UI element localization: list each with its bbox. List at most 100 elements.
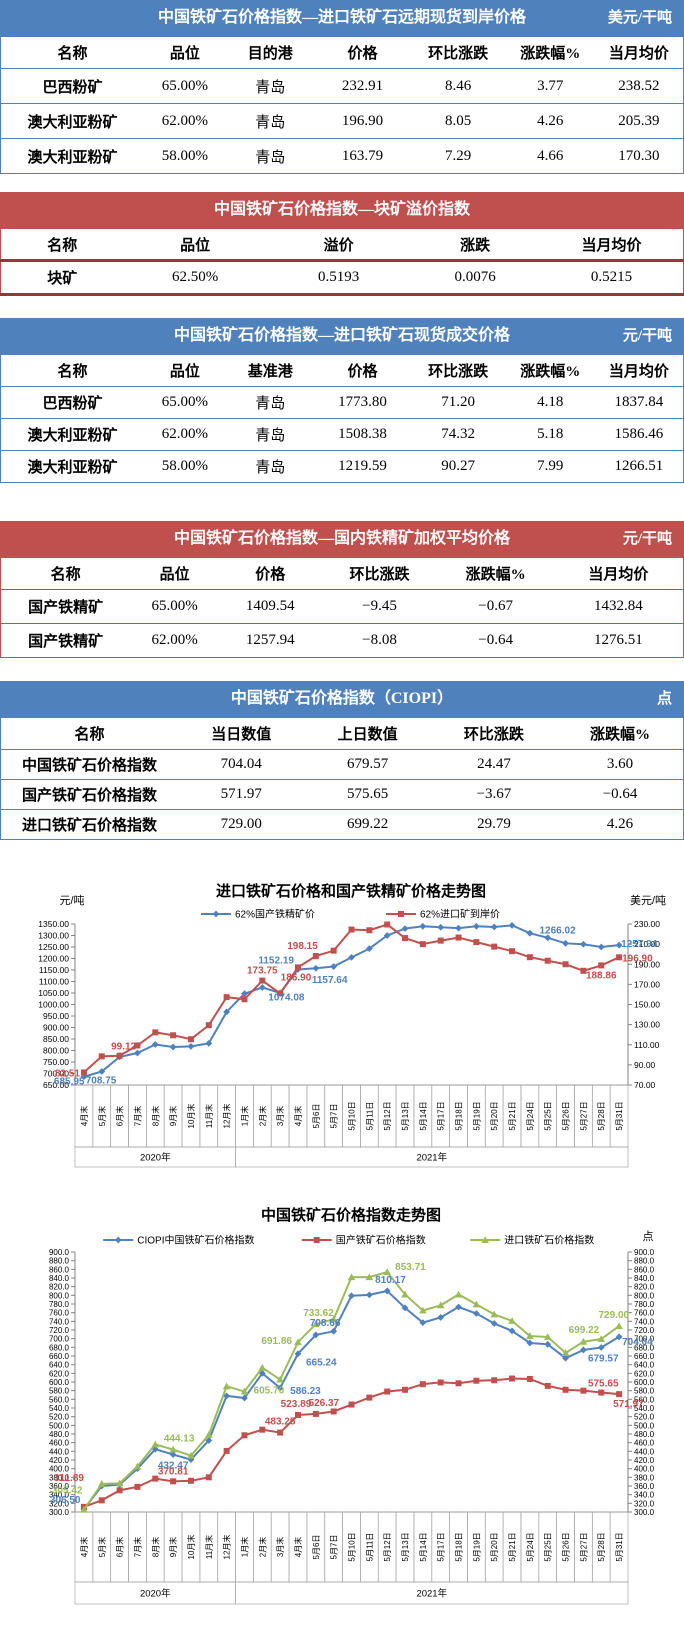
table: 名称 当日数值 上日数值 环比涨跌 涨跌幅% 中国铁矿石价格指数 704.04 679.57 2… xyxy=(0,717,684,840)
series-marker xyxy=(241,990,248,998)
cell: −0.67 xyxy=(437,589,554,624)
column-header: 当月均价 xyxy=(540,228,684,262)
category-label: 5月28日 xyxy=(597,1532,606,1561)
series-marker xyxy=(114,1236,122,1244)
data-label: 173.75 xyxy=(247,966,278,977)
column-header: 名称 xyxy=(0,717,179,750)
column-header: 环比涨跌 xyxy=(410,354,506,387)
data-label: 571.97 xyxy=(613,1399,644,1410)
header-row: 名称 品位 价格 环比涨跌 涨跌幅% 当月均价 xyxy=(0,557,684,590)
series-marker xyxy=(481,1236,490,1243)
series-marker xyxy=(80,1069,87,1076)
data-label: 1266.02 xyxy=(539,925,576,936)
series-marker xyxy=(580,1346,587,1354)
series-marker xyxy=(170,1032,177,1039)
right-tick-label: 860.0 xyxy=(634,1265,655,1274)
column-header: 价格 xyxy=(314,36,411,69)
series-marker xyxy=(526,929,534,937)
table-title-bar: 中国铁矿石价格指数—进口铁矿石现货成交价格 元/干吨 xyxy=(0,318,684,354)
right-axis-unit: 美元/吨 xyxy=(630,894,666,907)
data-label: 1257.94 xyxy=(621,939,658,950)
right-tick-label: 500.0 xyxy=(634,1421,655,1430)
series-marker xyxy=(313,1237,320,1243)
table-title-bar: 中国铁矿石价格指数—国内铁精矿加权平均价格 元/干吨 xyxy=(0,521,684,557)
data-label: 575.65 xyxy=(588,1379,619,1390)
left-tick-label: 500.0 xyxy=(49,1421,70,1430)
series-marker xyxy=(437,1379,444,1386)
cell: 163.79 xyxy=(341,147,384,164)
series-marker xyxy=(98,1497,105,1504)
series-marker xyxy=(205,1022,212,1029)
left-tick-label: 540.0 xyxy=(49,1404,70,1413)
series-marker xyxy=(294,1338,302,1346)
table-row: 澳大利亚粉矿 58.00% 青岛 163.79 7.29 4.66 170.30 xyxy=(1,139,684,174)
category-label: 5月11日 xyxy=(365,1533,374,1562)
table-title: 中国铁矿石价格指数（CIOPI） xyxy=(230,690,454,707)
data-label: 708.66 xyxy=(310,1318,341,1329)
series-marker xyxy=(366,1394,373,1401)
left-tick-label: 440.0 xyxy=(49,1447,70,1456)
category-label: 5月19日 xyxy=(472,1532,481,1561)
series-marker xyxy=(615,1333,623,1341)
left-tick-label: 860.0 xyxy=(49,1265,70,1274)
series-marker xyxy=(187,1042,195,1050)
table: 名称 品位 目的港 价格 环比涨跌 涨跌幅% 当月均价 巴西粉矿 65.00% 青岛 232.91 8… xyxy=(0,36,684,174)
legend-label: 62%国产铁精矿价 xyxy=(235,908,315,921)
right-tick-label: 90.00 xyxy=(634,1060,656,1070)
series-marker xyxy=(383,932,391,939)
cell: −0.64 xyxy=(557,779,684,810)
cell: 青岛 xyxy=(225,103,315,139)
cell: 704.04 xyxy=(178,749,305,780)
row-name: 澳大利亚粉矿 xyxy=(27,460,118,476)
year-label: 2020年 xyxy=(140,1152,171,1164)
category-label: 5月末 xyxy=(97,1537,107,1557)
table-row: 中国铁矿石价格指数 704.04 679.57 24.47 3.60 xyxy=(0,749,684,780)
cell: 0.5215 xyxy=(590,269,633,285)
left-tick-label: 460.0 xyxy=(49,1439,70,1448)
cell: 1586.46 xyxy=(594,418,684,451)
cell: 1266.51 xyxy=(614,458,664,474)
category-label: 5月26日 xyxy=(562,1101,571,1130)
category-label: 5月26日 xyxy=(562,1532,571,1561)
cell: 7.29 xyxy=(444,147,472,164)
left-tick-label: 520.0 xyxy=(49,1413,70,1422)
cell: 1219.59 xyxy=(338,458,387,474)
cell: 0.0076 xyxy=(454,269,496,285)
series-marker xyxy=(384,921,391,928)
cell: 729.00 xyxy=(220,816,262,832)
series-marker xyxy=(437,1314,445,1321)
series-marker xyxy=(258,1363,267,1371)
series-marker xyxy=(222,1382,231,1390)
cell: 58.00% xyxy=(161,147,209,164)
cell: 4.26 xyxy=(505,103,595,139)
series-marker xyxy=(509,948,516,955)
column-header: 溢价 xyxy=(266,228,411,262)
right-tick-label: 340.0 xyxy=(634,1491,655,1500)
series-marker xyxy=(491,1377,498,1384)
data-label: 704.04 xyxy=(622,1337,653,1348)
series-marker xyxy=(419,1381,426,1388)
column-header: 当月均价 xyxy=(594,36,684,69)
category-label: 5月25日 xyxy=(544,1532,553,1561)
data-label: 605.70 xyxy=(254,1386,285,1397)
left-tick-label: 1300.00 xyxy=(38,931,69,941)
series-marker xyxy=(115,1479,124,1487)
series-marker xyxy=(348,1292,355,1300)
series-marker xyxy=(526,1332,534,1340)
left-tick-label: 880.0 xyxy=(49,1257,70,1266)
series-marker xyxy=(365,1273,374,1281)
cell: 571.97 xyxy=(178,779,305,810)
legend-label: 62%进口矿到岸价 xyxy=(420,908,500,921)
table-row: 国产铁矿石价格指数 571.97 575.65 −3.67 −0.64 xyxy=(0,779,684,810)
data-label: 444.13 xyxy=(164,1434,195,1445)
data-label: 1074.08 xyxy=(268,992,305,1003)
series-marker xyxy=(419,941,426,948)
right-tick-label: 800.0 xyxy=(634,1291,655,1300)
series-marker xyxy=(330,963,338,970)
series-marker xyxy=(561,1349,570,1356)
data-label: 526.37 xyxy=(309,1398,340,1409)
series-marker xyxy=(205,1039,213,1047)
series-marker xyxy=(526,954,533,961)
series-line xyxy=(83,924,620,1078)
series-marker xyxy=(473,939,480,946)
